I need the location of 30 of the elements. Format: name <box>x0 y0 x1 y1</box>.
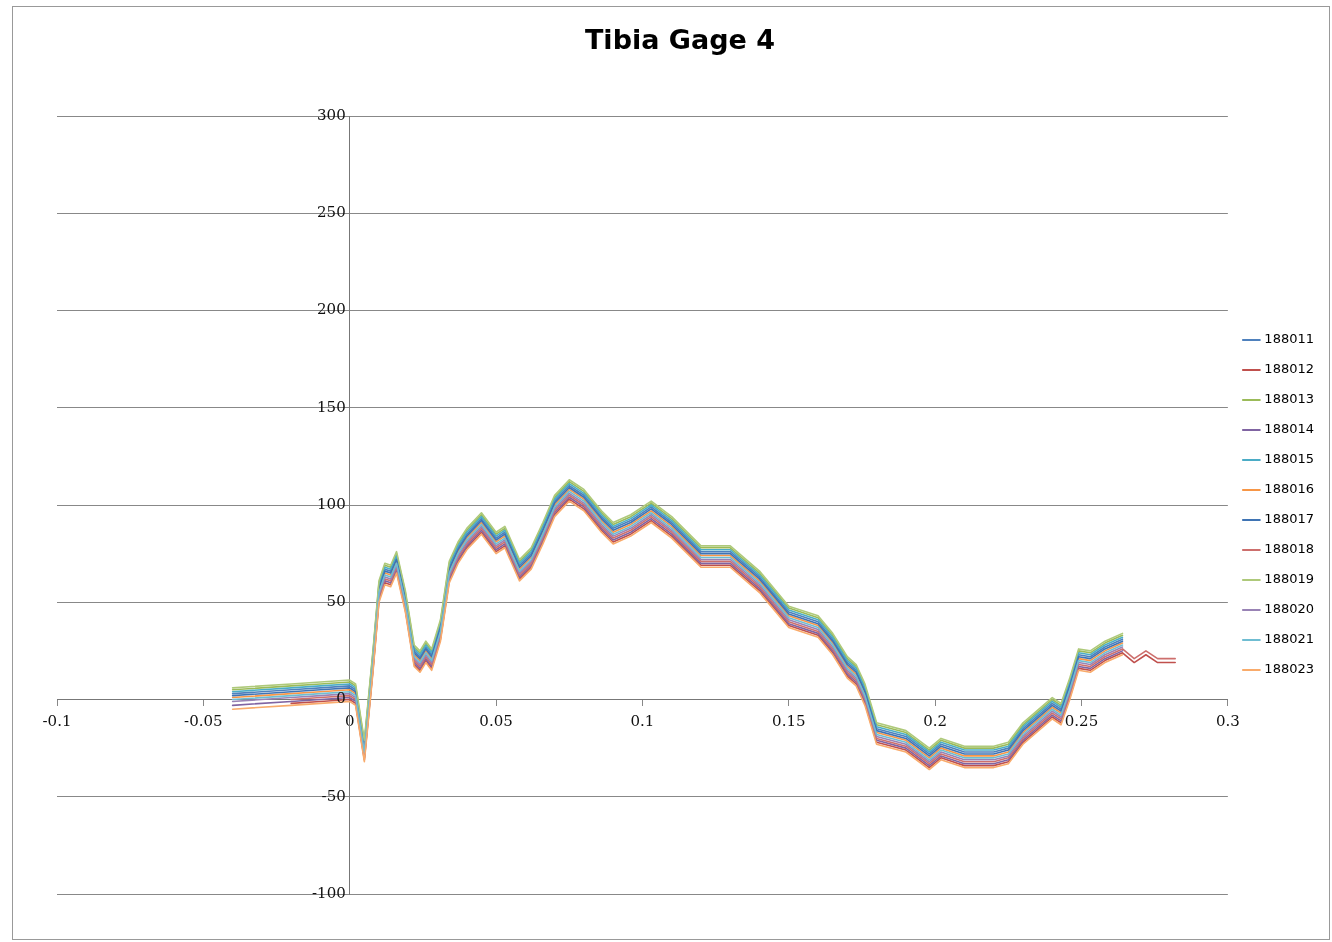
y-tick-label: 250 <box>317 203 346 222</box>
legend-label: 188018 <box>1264 541 1315 557</box>
y-tick-label: -100 <box>312 883 346 902</box>
x-tick-label: 0.1 <box>630 712 655 731</box>
legend-label: 188011 <box>1264 331 1315 347</box>
legend-label: 188015 <box>1264 451 1315 467</box>
legend-label: 188023 <box>1264 661 1315 677</box>
y-tick-label: 300 <box>317 105 346 124</box>
y-tick-label: 50 <box>326 592 346 611</box>
x-tick-label: 0.2 <box>923 712 948 731</box>
legend-label: 188012 <box>1264 361 1315 377</box>
chart-title: Tibia Gage 4 <box>583 24 777 55</box>
legend-label: 188020 <box>1264 601 1315 617</box>
y-tick-label: -50 <box>321 786 346 805</box>
legend-label: 188021 <box>1264 631 1315 647</box>
legend-label: 188013 <box>1264 391 1315 407</box>
y-tick-label: 200 <box>317 300 346 319</box>
y-tick-label: 150 <box>317 397 346 416</box>
x-tick-label: -0.05 <box>184 712 223 731</box>
x-tick-label: 0.3 <box>1215 712 1240 731</box>
x-tick-label: 0.05 <box>479 712 513 731</box>
x-tick-label: 0.15 <box>772 712 806 731</box>
legend-label: 188014 <box>1264 421 1315 437</box>
x-tick-label: 0.25 <box>1064 712 1099 731</box>
legend-label: 188017 <box>1264 511 1315 527</box>
x-tick-label: -0.1 <box>42 712 72 731</box>
legend-label: 188016 <box>1264 481 1315 497</box>
y-tick-label: 0 <box>336 689 346 708</box>
legend-label: 188019 <box>1264 571 1315 587</box>
y-tick-label: 100 <box>317 494 346 513</box>
